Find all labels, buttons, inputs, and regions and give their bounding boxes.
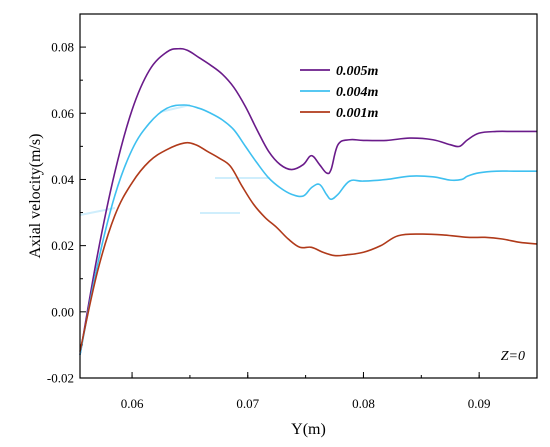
x-axis-title: Y(m) xyxy=(291,421,326,438)
y-axis-title: Axial velocity(m/s) xyxy=(27,134,44,259)
plane-annotation: Z=0 xyxy=(501,349,525,364)
legend-label-2: 0.001m xyxy=(336,106,379,121)
series-line-2 xyxy=(79,141,538,352)
y-tick-label: 0.08 xyxy=(51,40,74,55)
x-tick-label: 0.06 xyxy=(121,396,144,411)
y-tick-label: 0.02 xyxy=(51,238,74,253)
legend-label-0: 0.005m xyxy=(336,64,379,79)
tick-labels: 0.06 0.07 0.08 0.09 -0.02 0.00 0.02 0.04 0.06 0.0… xyxy=(47,40,491,411)
series-layer xyxy=(79,47,538,355)
axis-ticks xyxy=(80,13,538,379)
x-tick-label: 0.07 xyxy=(236,396,259,411)
y-tick-label: 0.04 xyxy=(51,172,74,187)
series-line-0 xyxy=(79,47,537,355)
plot-frame xyxy=(79,13,538,379)
faint-artifact-3 xyxy=(159,104,191,113)
legend: 0.005m 0.004m 0.001m xyxy=(300,64,379,121)
y-tick-label: 0.00 xyxy=(51,304,74,319)
faint-artifact-0 xyxy=(79,207,116,216)
faint-background-artifacts xyxy=(79,104,270,216)
x-tick-label: 0.08 xyxy=(352,396,375,411)
y-tick-label: 0.06 xyxy=(51,106,74,121)
y-tick-label: -0.02 xyxy=(47,371,74,386)
x-tick-label: 0.09 xyxy=(468,396,491,411)
legend-label-1: 0.004m xyxy=(336,85,379,100)
series-line-1 xyxy=(79,104,537,355)
